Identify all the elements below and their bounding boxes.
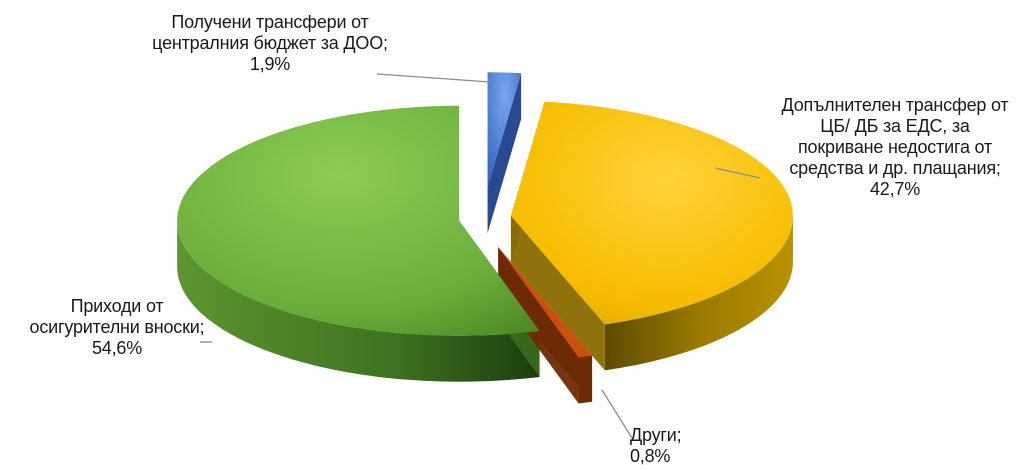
- leader-line-additional-transfer: [714, 167, 761, 179]
- slice-side-additional-transfer: [604, 215, 793, 371]
- slice-label-other: Други; 0,8%: [630, 425, 682, 466]
- slice-other: [498, 247, 593, 358]
- slice-transfers-doo: [487, 72, 522, 188]
- slice-label-insurance-contributions: Приходи от осигурителни вноски; 54,6%: [29, 296, 205, 358]
- slice-cut-other-1: [498, 247, 579, 404]
- slice-cut-transfers-doo-1: [487, 73, 522, 234]
- slice-label-transfers-doo: Получени трансфери от централния бюджет …: [152, 12, 388, 74]
- leader-line-other: [601, 389, 633, 439]
- slice-side-insurance-contributions: [177, 220, 540, 382]
- slice-label-additional-transfer: Допълнителен трансфер от ЦБ/ ДБ за ЕДС, …: [781, 95, 1009, 199]
- slice-cut-additional-transfer-1: [510, 215, 605, 371]
- leader-line-transfers-doo: [376, 73, 491, 83]
- slice-additional-transfer: [510, 101, 793, 325]
- slice-insurance-contributions: [177, 105, 540, 336]
